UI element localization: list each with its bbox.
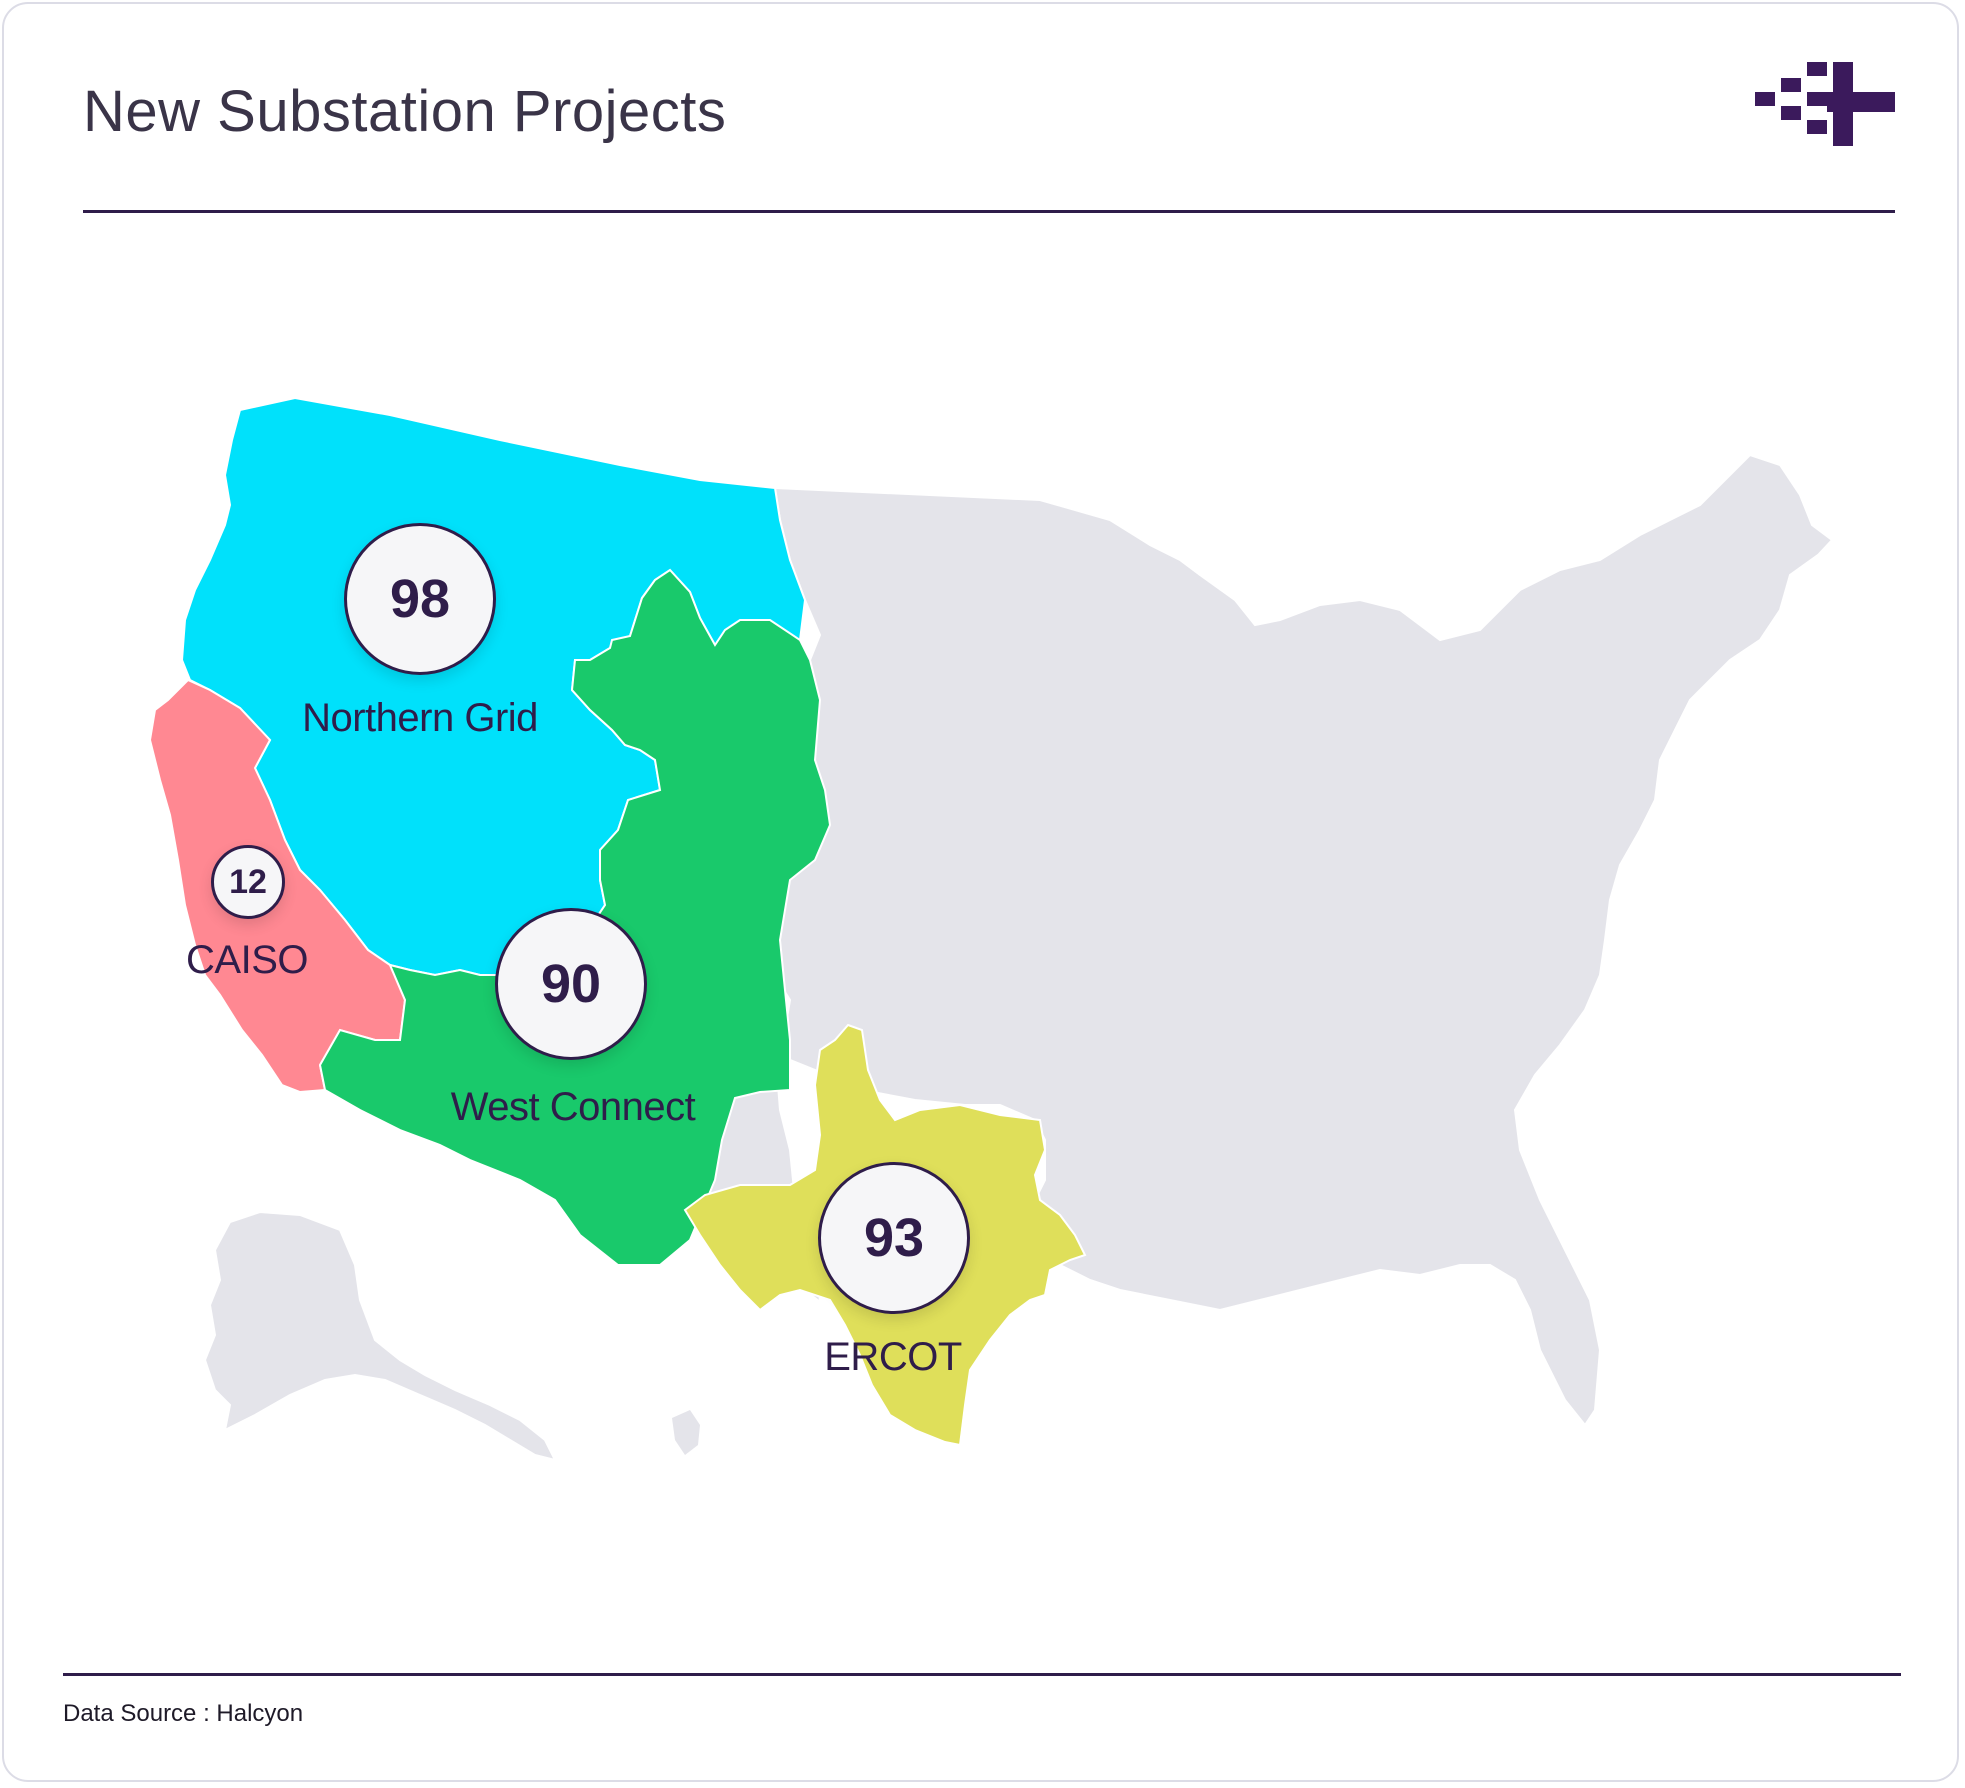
- northern-grid-count-bubble: 98: [344, 523, 496, 675]
- ercot-label: ERCOT: [824, 1335, 962, 1379]
- data-source-note: Data Source : Halcyon: [63, 1700, 304, 1727]
- region-other-us: [688, 453, 1834, 1427]
- west-connect-count-bubble: 90: [495, 908, 647, 1060]
- page-title: New Substation Projects: [83, 79, 727, 144]
- ercot-count-bubble: 93: [818, 1162, 970, 1314]
- region-alaska-island: [672, 1410, 700, 1455]
- northern-grid-label: Northern Grid: [302, 696, 538, 740]
- header-divider: [83, 210, 1895, 213]
- west-connect-label: West Connect: [450, 1085, 696, 1129]
- caiso-label: CAISO: [186, 938, 308, 982]
- brand-logo-icon: [1755, 62, 1895, 146]
- region-west-connect: [318, 568, 832, 1266]
- footer-divider: [63, 1673, 1901, 1676]
- caiso-count-bubble: 12: [211, 845, 285, 919]
- region-alaska: [203, 1210, 557, 1462]
